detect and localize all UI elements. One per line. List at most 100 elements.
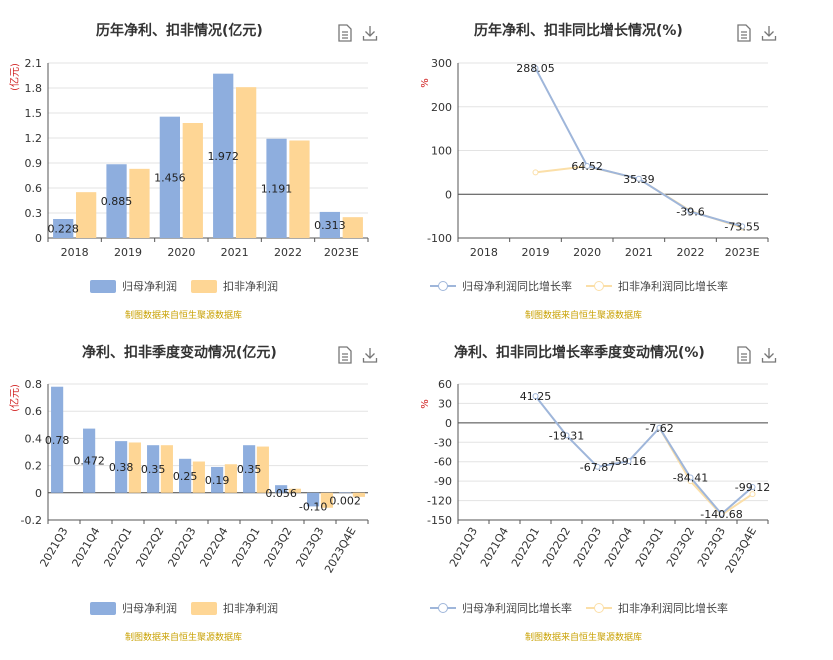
y-tick-label: -90 <box>434 475 452 488</box>
panel-annual-growth: -100 0 100 200 300% 2018 2019 2020 2021 2022 2023E… <box>416 0 832 330</box>
y-tick-label: 0.2 <box>25 460 43 473</box>
data-label: -84.41 <box>673 472 708 485</box>
data-label: -39.6 <box>676 206 704 219</box>
y-tick-label: 0 <box>445 188 452 201</box>
legend-item-b[interactable]: 扣非净利润 <box>191 600 278 616</box>
y-tick-label: 0.9 <box>25 157 43 170</box>
chart-quarterly-profit: -0.200.20.40.60.8(亿元)2021Q32021Q42022Q12… <box>8 378 369 575</box>
point <box>532 393 539 400</box>
x-tick-label: 2023Q1 <box>633 525 666 569</box>
legend-item-a[interactable]: 归母净利润同比增长率 <box>430 600 572 616</box>
data-label: 0.885 <box>101 195 133 208</box>
y-axis-label: % <box>420 78 431 88</box>
x-tick-label: 2019 <box>114 246 142 259</box>
panel-quarterly-growth: -150 -120 -90 -60 -30 0 30 60% 2021Q3 2021Q4 2022Q… <box>416 322 832 652</box>
series-1 <box>128 442 365 508</box>
bar <box>266 138 287 238</box>
y-tick-label: 0 <box>35 232 42 245</box>
x-tick-label: 2018 <box>470 246 498 259</box>
legend: 归母净利润 扣非净利润 <box>90 278 292 294</box>
data-label: 1.191 <box>261 182 293 195</box>
x-tick-label: 2022Q2 <box>540 525 573 569</box>
data-label: 64.52 <box>571 160 603 173</box>
legend-label-b: 扣非净利润 <box>223 602 278 615</box>
legend-label-b: 扣非净利润同比增长率 <box>618 602 728 615</box>
x-tick-label: 2023Q4E <box>723 525 760 575</box>
legend-item-a[interactable]: 归母净利润同比增长率 <box>430 278 572 294</box>
x-tick-label: 2022Q3 <box>571 525 604 569</box>
legend-label-a: 归母净利润 <box>122 280 177 293</box>
x-tick-label: 2021 <box>625 246 653 259</box>
x-tick-label: 2021Q3 <box>38 525 71 569</box>
data-label: 41.25 <box>520 390 552 403</box>
x-tick-label: 2023Q3 <box>294 525 327 569</box>
x-tick-label: 2019 <box>522 246 550 259</box>
bar <box>129 168 150 238</box>
document-icon[interactable] <box>736 346 752 364</box>
document-icon[interactable] <box>337 346 353 364</box>
bar <box>307 492 320 507</box>
bar <box>182 123 203 238</box>
chart-annual-growth: -100 0 100 200 300% 2018 2019 2020 2021 2022 2023E… <box>420 57 769 259</box>
data-label: 1.972 <box>207 150 239 163</box>
x-tick-label: 2020 <box>167 246 195 259</box>
legend-item-b[interactable]: 扣非净利润同比增长率 <box>586 278 728 294</box>
source-note: 制图数据来自恒生聚源数据库 <box>125 633 243 643</box>
data-label: 0.313 <box>314 219 346 232</box>
y-tick-label: 300 <box>431 57 452 70</box>
legend-item-a[interactable]: 归母净利润 <box>90 278 177 294</box>
download-icon[interactable] <box>761 24 777 42</box>
chart-quarterly-growth: -150-120-90-60-3003060%2021Q32021Q42022Q… <box>420 378 770 575</box>
x-tick-label: 2022Q1 <box>509 525 542 569</box>
y-tick-label: 0.4 <box>25 432 43 445</box>
legend-item-a[interactable]: 归母净利润 <box>90 600 177 616</box>
data-label: 0.38 <box>109 461 134 474</box>
y-tick-label: 200 <box>431 101 452 114</box>
chart-title: 净利、扣非同比增长率季度变动情况(%) <box>454 345 705 361</box>
point <box>584 163 591 170</box>
x-tick-label: 2022Q4 <box>602 525 635 569</box>
point <box>687 474 694 481</box>
data-label: 0.002 <box>329 495 361 508</box>
x-tick-label: 2020 <box>573 246 601 259</box>
legend-item-b[interactable]: 扣非净利润同比增长率 <box>586 600 728 616</box>
bar <box>83 428 96 493</box>
document-icon[interactable] <box>337 24 353 42</box>
download-icon[interactable] <box>362 346 378 364</box>
y-tick-label: 2.1 <box>25 57 43 70</box>
y-tick-label: -120 <box>427 495 452 508</box>
legend-label-a: 归母净利润同比增长率 <box>462 280 572 293</box>
series-0 <box>53 73 340 239</box>
data-label: -0.10 <box>299 500 327 513</box>
y-tick-label: 0 <box>35 487 42 500</box>
data-label: -7.62 <box>645 422 673 435</box>
bar <box>53 219 74 238</box>
point <box>749 491 756 498</box>
series-0 <box>51 386 352 507</box>
legend: 归母净利润 扣非净利润 <box>90 600 292 616</box>
legend: 归母净利润同比增长率 扣非净利润同比增长率 <box>430 278 742 294</box>
bar <box>128 442 141 493</box>
document-icon[interactable] <box>736 24 752 42</box>
bar <box>342 217 363 238</box>
point <box>594 463 601 470</box>
source-note: 制图数据来自恒生聚源数据库 <box>525 311 643 321</box>
data-label: 0.78 <box>45 434 70 447</box>
x-tick-label: 2023E <box>725 246 760 259</box>
panel-annual-profit: 0 0.3 0.6 0.9 1.2 1.5 1.8 2.1 (亿元) 2018 2019 2020 20… <box>0 0 416 330</box>
chart-title: 净利、扣非季度变动情况(亿元) <box>82 345 277 361</box>
legend-item-b[interactable]: 扣非净利润 <box>191 278 278 294</box>
download-icon[interactable] <box>761 346 777 364</box>
bar <box>76 192 97 238</box>
x-tick-label: 2021Q3 <box>447 525 480 569</box>
x-tick-label: 2023Q2 <box>664 525 697 569</box>
y-tick-label: 0.3 <box>25 207 43 220</box>
x-tick-label: 2023E <box>324 246 359 259</box>
x-tick-label: 2023Q3 <box>695 525 728 569</box>
data-label: -67.87 <box>580 461 615 474</box>
download-icon[interactable] <box>362 24 378 42</box>
data-label: -73.55 <box>724 220 759 233</box>
point <box>739 223 746 230</box>
bar <box>320 492 333 508</box>
legend: 归母净利润同比增长率 扣非净利润同比增长率 <box>430 600 742 616</box>
